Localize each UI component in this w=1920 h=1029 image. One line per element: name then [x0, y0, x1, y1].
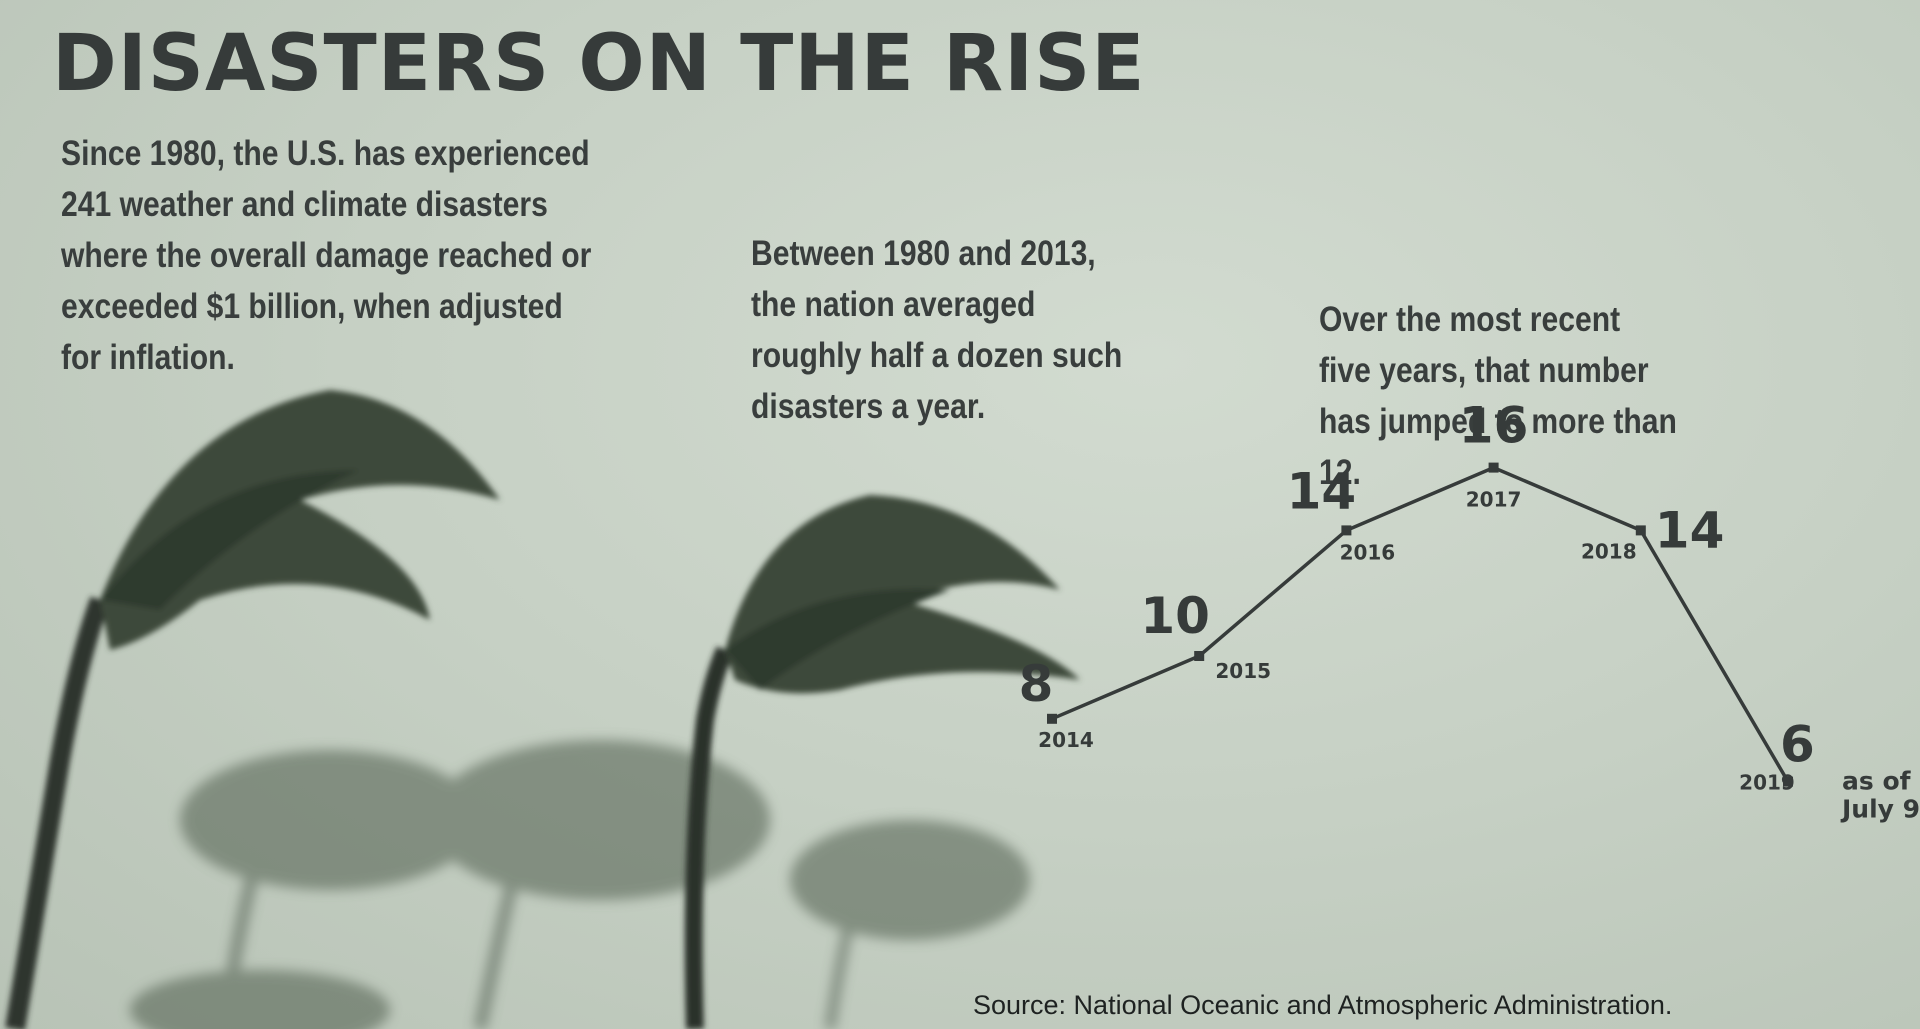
year-label-2018: 2018 [1581, 539, 1637, 563]
year-label-2015: 2015 [1215, 659, 1271, 683]
year-label-2014: 2014 [1038, 728, 1094, 752]
blurb-recent-five-years: Over the most recent five years, that nu… [1319, 300, 1677, 492]
annotation-line-1: as of [1842, 767, 1912, 796]
year-label-2017: 2017 [1466, 488, 1522, 512]
page-title: DISASTERS ON THE RISE [52, 19, 1146, 109]
value-label-2017: 16 [1459, 397, 1529, 455]
value-label-2018: 14 [1655, 501, 1725, 559]
data-point-2018 [1635, 525, 1646, 536]
series-line [1051, 465, 1790, 783]
annotation-line-2: July 9 [1840, 795, 1920, 824]
data-point-2017 [1488, 462, 1499, 473]
blurb-since-1980: Since 1980, the U.S. has experienced 241… [61, 134, 592, 377]
year-label-2016: 2016 [1340, 540, 1396, 564]
year-label-2019: 2019 [1739, 771, 1795, 795]
blurb-1980-2013-average: Between 1980 and 2013, the nation averag… [751, 234, 1123, 426]
value-label-2014: 8 [1019, 655, 1054, 713]
data-point-2014 [1047, 713, 1057, 724]
source-note: Source: National Oceanic and Atmospheric… [973, 990, 1673, 1020]
value-label-2019: 6 [1780, 716, 1815, 774]
value-label-2015: 10 [1140, 587, 1210, 645]
data-point-2016 [1341, 525, 1352, 536]
data-point-2019 [1783, 776, 1793, 787]
value-label-2016: 14 [1287, 462, 1357, 520]
data-point-2015 [1194, 651, 1205, 661]
